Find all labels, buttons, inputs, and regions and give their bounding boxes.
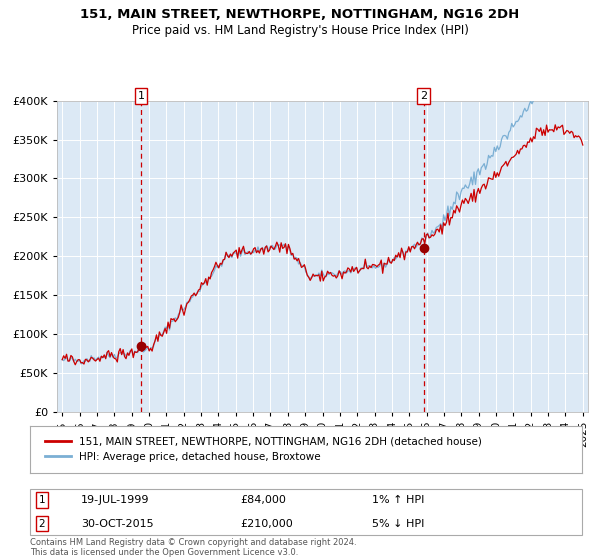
Text: 19-JUL-1999: 19-JUL-1999 <box>81 495 149 505</box>
Legend: 151, MAIN STREET, NEWTHORPE, NOTTINGHAM, NG16 2DH (detached house), HPI: Average: 151, MAIN STREET, NEWTHORPE, NOTTINGHAM,… <box>41 433 487 466</box>
Text: 151, MAIN STREET, NEWTHORPE, NOTTINGHAM, NG16 2DH: 151, MAIN STREET, NEWTHORPE, NOTTINGHAM,… <box>80 8 520 21</box>
Text: £84,000: £84,000 <box>240 495 286 505</box>
Text: Price paid vs. HM Land Registry's House Price Index (HPI): Price paid vs. HM Land Registry's House … <box>131 24 469 37</box>
Text: 1: 1 <box>137 91 145 101</box>
Text: 5% ↓ HPI: 5% ↓ HPI <box>372 519 424 529</box>
Text: 2: 2 <box>38 519 46 529</box>
Text: 1: 1 <box>38 495 46 505</box>
Text: Contains HM Land Registry data © Crown copyright and database right 2024.
This d: Contains HM Land Registry data © Crown c… <box>30 538 356 557</box>
Text: £210,000: £210,000 <box>240 519 293 529</box>
Text: 30-OCT-2015: 30-OCT-2015 <box>81 519 154 529</box>
Text: 2: 2 <box>420 91 427 101</box>
Text: 1% ↑ HPI: 1% ↑ HPI <box>372 495 424 505</box>
